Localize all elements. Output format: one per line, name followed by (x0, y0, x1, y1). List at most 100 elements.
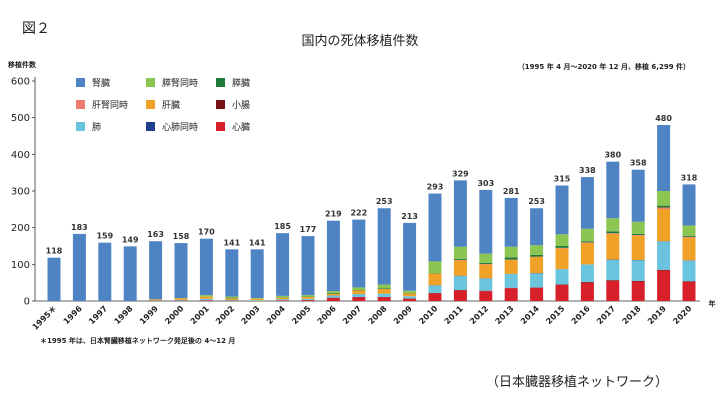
legend-label: 腎臓 (92, 79, 111, 89)
bar-total-label: 281 (503, 187, 520, 196)
bar-segment (453, 258, 467, 260)
bar-segment (174, 298, 188, 300)
bar-segment (530, 245, 544, 255)
legend-swatch (216, 122, 225, 131)
legend-item: 膵臓 (216, 76, 250, 89)
bar-segment (504, 273, 518, 288)
bar-total-label: 318 (681, 173, 698, 182)
legend-label: 膵臓 (232, 79, 251, 89)
bar-total-label: 219 (325, 210, 342, 219)
bar-segment (657, 269, 671, 271)
bar-segment (631, 280, 645, 282)
bar-segment (682, 184, 696, 226)
bar-segment (479, 189, 493, 254)
bar-segment (631, 281, 645, 301)
bar-segment (225, 249, 239, 297)
bar-segment (504, 246, 518, 258)
legend-swatch (146, 78, 155, 87)
bar-segment (453, 246, 467, 259)
x-axis-label: 年 (709, 299, 716, 308)
bar-segment (580, 281, 594, 283)
bar-segment (174, 243, 188, 299)
x-tick-label: 2013 (494, 304, 516, 326)
bar-segment (250, 300, 264, 301)
x-tick-label: 2012 (468, 304, 490, 326)
bar-segment (403, 293, 417, 297)
bar-total-label: 159 (96, 232, 113, 241)
y-tick-label: 500 (11, 113, 30, 124)
x-tick-label: 2016 (570, 304, 592, 326)
bar-segment (123, 246, 137, 301)
legend-swatch (76, 122, 85, 131)
y-tick-label: 400 (11, 150, 30, 161)
bar-segment (555, 234, 569, 246)
bar-total-label: 185 (274, 222, 291, 231)
bar-segment (453, 260, 467, 276)
bar-segment (453, 290, 467, 301)
legend-label: 肝腎同時 (92, 101, 129, 111)
bar-total-label: 380 (604, 151, 621, 160)
bar-segment (377, 284, 391, 289)
legend-label: 膵腎同時 (162, 79, 199, 89)
bar-segment (504, 197, 518, 247)
x-tick-label: 2018 (621, 304, 643, 326)
x-tick-label: 2009 (392, 304, 414, 326)
figure-label: 図２ (22, 21, 50, 37)
bar-segment (657, 241, 671, 270)
legend-swatch (216, 100, 225, 109)
bar-total-label: 141 (223, 238, 240, 247)
bar-segment (403, 222, 417, 291)
bar-segment (276, 299, 290, 301)
legend-swatch (216, 78, 225, 87)
bar-total-label: 158 (173, 232, 190, 241)
bar-segment (301, 295, 315, 297)
legend-item: 腎臓 (76, 76, 110, 89)
bar-segment (555, 246, 569, 248)
bar-segment (326, 298, 340, 301)
bar-segment (555, 269, 569, 285)
bar-segment (606, 218, 620, 232)
bar-segment (352, 287, 366, 290)
bar-segment (606, 259, 620, 281)
x-tick-label: 2006 (316, 304, 338, 326)
source-note: （日本臓器移植ネットワーク） (486, 375, 669, 390)
x-tick-label: 2017 (595, 304, 617, 326)
bar-segment (453, 180, 467, 247)
bar-segment (606, 280, 620, 301)
bar-total-label: 253 (376, 197, 393, 206)
bar-segment (682, 236, 696, 238)
y-tick-label: 600 (11, 77, 30, 88)
x-tick-label: 2008 (367, 304, 389, 326)
legend-swatch (76, 100, 85, 109)
bar-segment (580, 177, 594, 229)
y-tick-label: 300 (11, 187, 30, 198)
bar-segment (682, 225, 696, 236)
bar-segment (657, 208, 671, 242)
bar-segment (403, 290, 417, 293)
y-tick-label: 100 (11, 260, 30, 271)
bar-total-label: 222 (350, 209, 367, 218)
bar-segment (479, 253, 493, 263)
bar-total-label: 183 (71, 223, 88, 232)
bar-total-label: 149 (122, 235, 139, 244)
legend-item: 心臓 (216, 120, 250, 133)
chart-legend: 腎臓 肝腎同時肺 膵腎同時 肝臓 心肺同時 膵臓 小腸 心臓 (76, 76, 286, 138)
bar-total-label: 315 (554, 175, 571, 184)
x-tick-label: 1998 (113, 304, 135, 326)
bar-segment (504, 288, 518, 301)
bar-segment (657, 270, 671, 301)
bar-segment (149, 241, 163, 300)
bar-segment (377, 208, 391, 285)
bar-segment (276, 300, 290, 301)
bar-segment (682, 281, 696, 301)
bar-segment (377, 297, 391, 301)
legend-swatch (146, 122, 155, 131)
x-tick-label: 2005 (290, 304, 312, 326)
bar-segment (225, 296, 239, 299)
bar-segment (657, 191, 671, 206)
bar-segment (276, 233, 290, 296)
x-tick-label: 1997 (87, 304, 109, 326)
x-tick-label: 2003 (240, 304, 262, 326)
bar-total-label: 329 (452, 169, 469, 178)
